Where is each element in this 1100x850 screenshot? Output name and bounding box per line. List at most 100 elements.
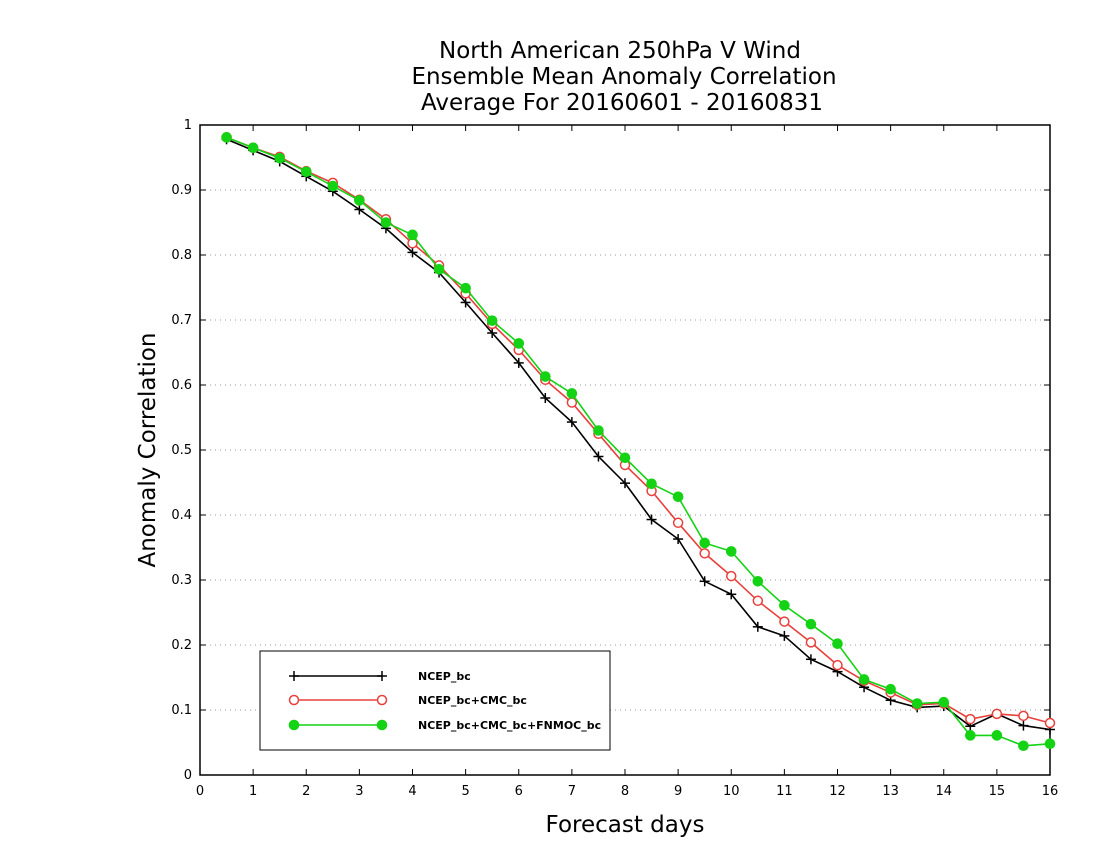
series-0-point-13	[566, 417, 577, 428]
y-tick-label-7: 0.7	[171, 313, 192, 328]
y-tick-label-3: 0.3	[171, 573, 192, 588]
series-0	[221, 134, 1055, 735]
series-2-point-17	[672, 491, 684, 503]
series-1-point-28	[965, 713, 976, 725]
series-2-point-28	[965, 730, 976, 741]
series-2-point-8	[433, 264, 445, 275]
chart-title-line-1: North American 250hPa V Wind	[439, 38, 801, 64]
y-tick-label-0: 0	[184, 768, 192, 783]
series-1-line	[226, 136, 1051, 724]
legend-label-1: NCEP_bc+CMC_bc	[418, 694, 527, 707]
series-1-point-13	[566, 397, 578, 408]
chart-title: North American 250hPa V Wind Ensemble Me…	[411, 38, 836, 116]
y-tick-label-10: 1	[184, 118, 192, 133]
series-2-point-5	[354, 195, 365, 206]
x-axis-ticks: 0 1 2 3 4 5 6 7 8 9 10 11 12 13 14 15 16	[196, 125, 1058, 799]
legend-label-2: NCEP_bc+CMC_bc+FNMOC_bc	[418, 719, 601, 732]
series-1-point-20	[752, 595, 764, 607]
y-tick-label-4: 0.4	[171, 508, 192, 523]
series-2-point-24	[858, 674, 870, 685]
series-2-point-0	[221, 132, 232, 143]
series-1-point-29	[991, 708, 1003, 720]
x-tick-label-2: 2	[302, 784, 310, 799]
series-1-point-30	[1018, 710, 1029, 722]
x-tick-label-8: 8	[621, 784, 629, 799]
x-axis-title: Forecast days	[546, 812, 705, 838]
legend-marker-start-0	[289, 671, 299, 681]
chart-title-line-2: Ensemble Mean Anomaly Correlation	[411, 64, 836, 90]
series-2-point-21	[779, 600, 790, 611]
data-series	[221, 132, 1056, 752]
chart-title-line-3: Average For 20160601 - 20160831	[421, 90, 823, 116]
legend: NCEP_bc NCEP_bc+CMC_bc NCEP_bc+CMC_bc+FNMO…	[259, 650, 611, 751]
series-2-point-12	[540, 371, 551, 382]
x-tick-label-9: 9	[674, 784, 682, 799]
series-1-point-21	[779, 616, 790, 627]
series-0-point-22	[805, 654, 816, 665]
series-2-point-25	[885, 683, 896, 695]
series-0-point-5	[354, 204, 365, 215]
series-2-point-2	[274, 152, 285, 164]
series-1-point-23	[832, 659, 843, 671]
series-2-point-26	[911, 698, 923, 709]
y-tick-label-9: 0.9	[171, 183, 192, 198]
x-tick-label-5: 5	[461, 784, 469, 799]
series-0-point-7	[407, 247, 418, 258]
y-tick-label-2: 0.2	[171, 638, 192, 653]
series-2-point-15	[619, 452, 631, 464]
legend-marker-end-2	[376, 719, 388, 731]
series-2-point-9	[460, 282, 471, 294]
series-0-point-12	[540, 393, 551, 403]
series-2-point-16	[646, 478, 657, 490]
series-0-point-19	[726, 589, 737, 600]
x-tick-label-6: 6	[515, 784, 523, 799]
series-2-point-3	[300, 166, 312, 178]
series-2-point-27	[938, 696, 950, 708]
series-2	[221, 132, 1056, 752]
series-2-point-30	[1018, 740, 1029, 752]
series-0-point-17	[673, 534, 684, 545]
x-tick-label-7: 7	[568, 784, 576, 799]
series-2-point-19	[725, 546, 737, 557]
x-tick-label-14: 14	[935, 784, 952, 799]
series-1-point-22	[805, 637, 817, 648]
series-0-point-9	[460, 297, 471, 308]
legend-marker-end-1	[376, 694, 388, 706]
series-0-point-20	[752, 621, 763, 632]
legend-marker-start-1	[288, 694, 300, 706]
legend-entry-0: NCEP_bc	[289, 670, 471, 683]
series-2-point-14	[593, 425, 604, 436]
series-2-point-31	[1044, 738, 1056, 750]
series-2-point-4	[327, 180, 339, 192]
x-tick-label-4: 4	[408, 784, 416, 799]
series-0-point-14	[593, 451, 604, 462]
series-2-point-29	[991, 730, 1003, 741]
series-0-point-18	[699, 576, 710, 587]
series-2-point-11	[513, 338, 525, 349]
series-1-point-18	[699, 548, 710, 559]
series-2-point-13	[566, 388, 578, 399]
series-2-point-6	[380, 217, 392, 228]
series-1-point-17	[672, 517, 684, 529]
series-0-point-15	[620, 478, 630, 489]
series-0-point-16	[646, 514, 657, 525]
series-1-point-19	[726, 570, 737, 582]
x-tick-label-3: 3	[355, 784, 363, 799]
x-tick-label-1: 1	[249, 784, 257, 799]
series-2-point-1	[247, 142, 259, 154]
legend-entry-1: NCEP_bc+CMC_bc	[288, 694, 527, 707]
legend-marker-start-2	[288, 719, 300, 731]
series-2-point-20	[752, 576, 764, 587]
x-tick-label-13: 13	[882, 784, 899, 799]
series-1-point-31	[1044, 717, 1056, 729]
y-tick-label-8: 0.8	[171, 248, 192, 263]
x-tick-label-10: 10	[723, 784, 740, 799]
x-tick-label-12: 12	[829, 784, 846, 799]
x-tick-label-16: 16	[1042, 784, 1059, 799]
series-2-point-23	[832, 638, 843, 650]
series-0-point-11	[513, 357, 524, 368]
gridlines	[200, 189, 1050, 711]
series-2-point-18	[699, 537, 710, 549]
series-2-point-22	[805, 618, 817, 630]
